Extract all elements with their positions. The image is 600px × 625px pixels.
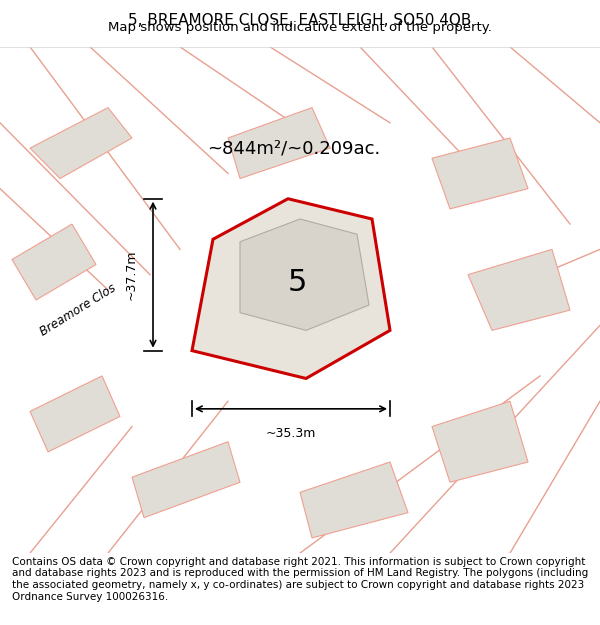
Polygon shape xyxy=(300,462,408,538)
Polygon shape xyxy=(240,219,369,331)
Polygon shape xyxy=(432,138,528,209)
Polygon shape xyxy=(228,107,330,179)
Text: Contains OS data © Crown copyright and database right 2021. This information is : Contains OS data © Crown copyright and d… xyxy=(12,557,588,601)
Text: Breamore Clos: Breamore Clos xyxy=(38,282,118,339)
Polygon shape xyxy=(192,199,390,379)
Polygon shape xyxy=(12,224,96,300)
Polygon shape xyxy=(30,107,132,179)
Text: 5, BREAMORE CLOSE, EASTLEIGH, SO50 4QB: 5, BREAMORE CLOSE, EASTLEIGH, SO50 4QB xyxy=(128,13,472,28)
Text: 5: 5 xyxy=(287,268,307,297)
Text: ~37.7m: ~37.7m xyxy=(125,249,138,300)
Polygon shape xyxy=(132,442,240,518)
Text: ~35.3m: ~35.3m xyxy=(266,426,316,439)
Text: Map shows position and indicative extent of the property.: Map shows position and indicative extent… xyxy=(108,21,492,34)
Polygon shape xyxy=(432,401,528,482)
Text: ~844m²/~0.209ac.: ~844m²/~0.209ac. xyxy=(208,139,380,157)
Polygon shape xyxy=(30,376,120,452)
Polygon shape xyxy=(468,249,570,331)
